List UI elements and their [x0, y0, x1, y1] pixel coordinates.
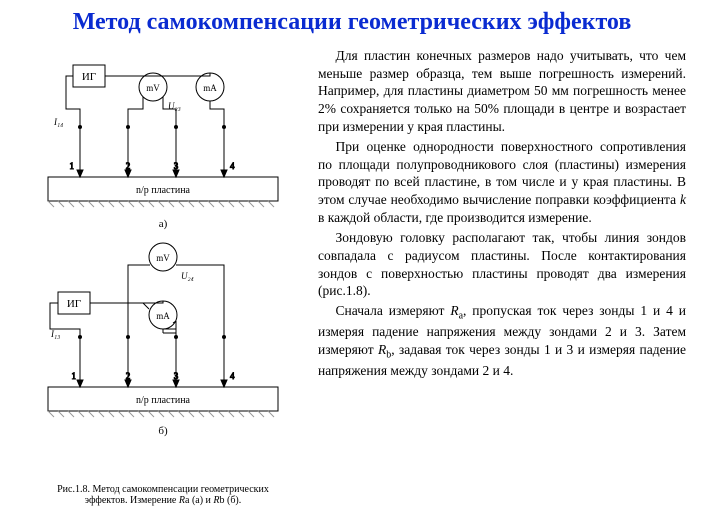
paragraph-4: Сначала измеряют Ra, пропуская ток через… [318, 302, 686, 379]
svg-text:3: 3 [174, 371, 179, 381]
figure-column: ИГ mV mA U₂₃ I₁₄ [18, 47, 308, 481]
paragraph-1: Для пластин конечных размеров надо учиты… [318, 47, 686, 136]
figure-svg: ИГ mV mA U₂₃ I₁₄ [18, 47, 308, 477]
paragraph-3: Зондовую головку располагают так, чтобы … [318, 229, 686, 300]
svg-text:3: 3 [174, 161, 179, 171]
svg-text:ИГ: ИГ [67, 298, 81, 310]
svg-text:а): а) [159, 218, 168, 230]
svg-text:ИГ: ИГ [82, 71, 96, 83]
svg-text:I₁₃: I₁₃ [50, 329, 60, 339]
body-text: Для пластин конечных размеров надо учиты… [318, 47, 686, 481]
page-title: Метод самокомпенсации геометрических эфф… [18, 8, 686, 37]
figure-caption: Рис.1.8. Метод самокомпенсации геометрич… [18, 484, 308, 506]
svg-text:2: 2 [126, 161, 131, 171]
svg-text:б): б) [158, 425, 168, 437]
svg-text:n/p пластина: n/p пластина [136, 395, 191, 406]
paragraph-2: При оценке однородности поверхностного с… [318, 138, 686, 227]
svg-text:mA: mA [156, 311, 170, 321]
svg-text:1: 1 [72, 371, 77, 381]
svg-text:1: 1 [70, 161, 75, 171]
svg-text:U₂₄: U₂₄ [181, 271, 194, 281]
svg-text:2: 2 [126, 371, 131, 381]
svg-text:mA: mA [203, 83, 217, 93]
svg-text:I₁₄: I₁₄ [53, 117, 63, 127]
svg-text:4: 4 [230, 161, 235, 171]
svg-text:4: 4 [230, 371, 235, 381]
svg-text:n/p пластина: n/p пластина [136, 185, 191, 196]
svg-text:mV: mV [156, 253, 170, 263]
svg-text:mV: mV [146, 83, 160, 93]
